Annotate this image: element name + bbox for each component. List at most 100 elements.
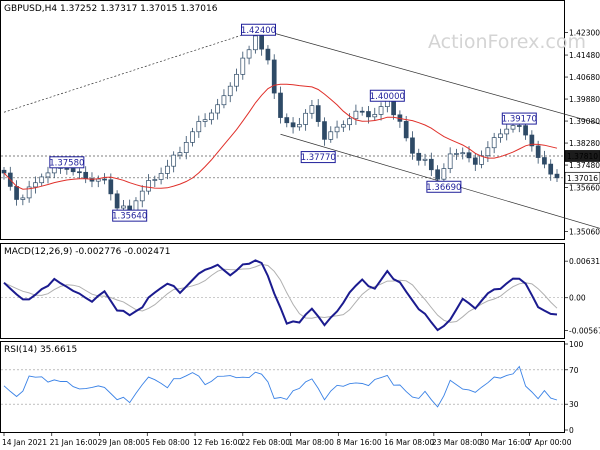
- pivot-value: 1.39170: [502, 115, 537, 125]
- candle-body: [441, 168, 447, 180]
- candle-body: [89, 178, 95, 182]
- candle: [39, 173, 45, 187]
- time-tick-label: 7 Apr 00:00: [527, 438, 571, 447]
- pivot-label: 1.40000: [369, 89, 405, 102]
- rsi-tick-label: 70: [569, 366, 579, 375]
- time-tick-label: 23 Mar 08:00: [432, 438, 482, 447]
- candle-body: [516, 125, 522, 127]
- time-tick-label: 21 Jan 16:00: [50, 438, 98, 447]
- candle-body: [70, 168, 76, 173]
- candle-body: [259, 35, 264, 50]
- candle: [234, 68, 239, 92]
- candle: [190, 127, 195, 147]
- macd-layer: [1, 259, 564, 332]
- candle-body: [271, 59, 277, 94]
- candle: [479, 150, 484, 169]
- candle: [334, 120, 340, 139]
- candle: [290, 117, 296, 134]
- candle: [359, 106, 365, 116]
- macd-tick-label: -0.005671: [569, 327, 600, 336]
- macd-tick-label: 0.00: [569, 294, 586, 303]
- rsi-tick-label: 30: [569, 400, 579, 409]
- candle-body: [510, 125, 516, 130]
- candle-body: [246, 49, 252, 59]
- candle: [498, 128, 503, 143]
- candle-body: [240, 57, 246, 75]
- candle-body: [340, 124, 346, 128]
- candle-body: [491, 137, 497, 149]
- candle-body: [542, 157, 547, 165]
- price-tick-label: 1.42300: [569, 29, 600, 38]
- pivot-value: 1.36690: [426, 183, 461, 193]
- candle-body: [45, 172, 51, 178]
- candle-body: [372, 114, 378, 118]
- candle-body: [309, 105, 315, 114]
- candle: [271, 54, 277, 99]
- pivot-label: 1.42400: [241, 23, 276, 36]
- time-tick-label: 14 Jan 2021: [2, 438, 47, 447]
- candle: [152, 175, 158, 188]
- candle: [102, 173, 107, 185]
- axis-layer: 1.35060 1.35660 1.37480 1.38280 1.39080 1.398…: [2, 29, 600, 447]
- rsi-title: RSI(14) 35.6615: [4, 345, 77, 355]
- pivot-box: [426, 180, 462, 193]
- candle-body: [422, 158, 428, 161]
- candle-body: [20, 197, 26, 200]
- candle-body: [202, 119, 208, 122]
- candle: [422, 153, 428, 166]
- rsi-panel-frame: [0, 341, 565, 433]
- candle: [447, 147, 453, 174]
- candle: [26, 180, 32, 203]
- price-tick-label: 1.37480: [569, 161, 600, 170]
- trendline-1: [261, 29, 600, 125]
- candle: [77, 168, 82, 179]
- candle-body: [121, 205, 126, 209]
- candle-body: [378, 106, 384, 115]
- candle: [322, 117, 327, 146]
- time-tick-label: 30 Mar 16:00: [480, 438, 530, 447]
- pivot-label: 1.39170: [502, 112, 537, 125]
- candle: [353, 104, 359, 125]
- macd-line: [3, 259, 558, 332]
- moving-average-line: [3, 83, 558, 190]
- candle-body: [347, 118, 352, 126]
- candle: [33, 176, 38, 194]
- candle-body: [498, 133, 503, 138]
- candle-body: [215, 104, 221, 114]
- candle: [454, 148, 459, 160]
- candle: [542, 150, 547, 169]
- candle: [366, 106, 371, 124]
- candle-body: [171, 154, 177, 167]
- time-tick-label: 5 Feb 08:00: [145, 438, 190, 447]
- candle-body: [278, 92, 283, 118]
- price-tick-label: 1.35660: [569, 184, 600, 193]
- candle-body: [77, 171, 82, 174]
- candle: [158, 167, 164, 185]
- candle: [491, 132, 497, 154]
- candle: [114, 190, 120, 212]
- candle-body: [14, 186, 19, 200]
- price-tick-label: 1.38280: [569, 139, 600, 148]
- pivot-value: 1.40000: [370, 92, 405, 102]
- price-tick-label: 1.40680: [569, 73, 600, 82]
- candle-body: [359, 110, 365, 113]
- pivot-box: [369, 89, 405, 102]
- pivot-value: 1.35640: [112, 212, 147, 222]
- candle-body: [209, 112, 214, 121]
- candle-body: [196, 121, 202, 133]
- candle: [416, 148, 422, 166]
- pivot-value: 1.42400: [241, 26, 276, 36]
- time-tick-label: 29 Jan 08:00: [98, 438, 146, 447]
- candle-body: [158, 173, 164, 180]
- candle-body: [108, 179, 114, 195]
- pivot-value: 1.37770: [301, 153, 336, 163]
- candle-body: [26, 186, 32, 199]
- candle: [548, 159, 554, 181]
- candle-body: [165, 165, 170, 174]
- rsi-tick-label: 100: [569, 340, 584, 349]
- candle-body: [290, 122, 296, 128]
- pivot-label: 1.37580: [49, 156, 84, 169]
- candle-body: [177, 152, 183, 156]
- price-title: GBPUSD,H4 1.37252 1.37317 1.37015 1.3701…: [4, 4, 218, 14]
- candle: [278, 86, 283, 124]
